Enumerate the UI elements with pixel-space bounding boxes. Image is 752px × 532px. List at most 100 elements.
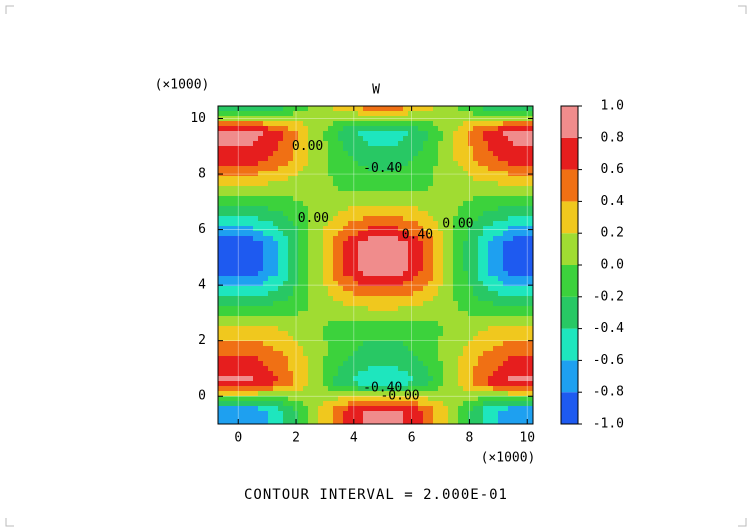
contour-cell bbox=[528, 166, 533, 172]
contour-cell bbox=[368, 141, 374, 147]
contour-cell bbox=[413, 126, 419, 132]
contour-cell bbox=[348, 206, 354, 212]
contour-cell bbox=[348, 241, 354, 247]
contour-cell bbox=[373, 191, 379, 197]
contour-cell bbox=[398, 206, 404, 212]
contour-cell bbox=[268, 341, 274, 347]
contour-cell bbox=[418, 381, 424, 387]
contour-cell bbox=[388, 126, 394, 132]
contour-cell bbox=[323, 231, 329, 237]
contour-cell bbox=[343, 331, 349, 337]
contour-cell bbox=[223, 331, 229, 337]
contour-cell bbox=[373, 236, 379, 242]
contour-cell bbox=[358, 381, 364, 387]
contour-cell bbox=[403, 221, 409, 227]
contour-cell bbox=[243, 196, 249, 202]
contour-cell bbox=[433, 151, 439, 157]
contour-cell bbox=[448, 141, 454, 147]
contour-cell bbox=[278, 151, 284, 157]
contour-cell bbox=[218, 331, 224, 337]
contour-cell bbox=[323, 271, 329, 277]
contour-cell bbox=[323, 216, 329, 222]
contour-cell bbox=[308, 266, 314, 272]
contour-cell bbox=[428, 396, 434, 402]
contour-cell bbox=[448, 366, 454, 372]
contour-cell bbox=[503, 271, 509, 277]
contour-cell bbox=[403, 241, 409, 247]
contour-cell bbox=[268, 211, 274, 217]
contour-cell bbox=[323, 386, 329, 392]
contour-cell bbox=[438, 176, 444, 182]
contour-cell bbox=[338, 421, 344, 424]
contour-cell bbox=[383, 201, 389, 207]
contour-cell bbox=[513, 106, 519, 112]
contour-cell bbox=[438, 211, 444, 217]
contour-cell bbox=[338, 251, 344, 257]
contour-cell bbox=[363, 261, 369, 267]
contour-cell bbox=[233, 396, 239, 402]
contour-cell bbox=[498, 121, 504, 127]
contour-cell bbox=[453, 106, 459, 112]
contour-cell bbox=[258, 336, 264, 342]
contour-cell bbox=[308, 361, 314, 367]
contour-cell bbox=[273, 151, 279, 157]
contour-cell bbox=[443, 141, 449, 147]
contour-cell bbox=[328, 236, 334, 242]
contour-cell bbox=[433, 166, 439, 172]
contour-cell bbox=[328, 331, 334, 337]
contour-cell bbox=[508, 391, 514, 397]
contour-cell bbox=[323, 241, 329, 247]
contour-cell bbox=[488, 281, 494, 287]
contour-cell bbox=[288, 321, 294, 327]
contour-cell bbox=[378, 211, 384, 217]
contour-cell bbox=[338, 311, 344, 317]
contour-cell bbox=[348, 106, 354, 112]
contour-cell bbox=[498, 306, 504, 312]
contour-cell bbox=[453, 266, 459, 272]
contour-cell bbox=[323, 121, 329, 127]
contour-cell bbox=[413, 246, 419, 252]
contour-cell bbox=[508, 216, 514, 222]
contour-cell bbox=[318, 256, 324, 262]
contour-cell bbox=[318, 401, 324, 407]
contour-cell bbox=[353, 266, 359, 272]
contour-cell bbox=[373, 111, 379, 117]
contour-cell bbox=[518, 196, 524, 202]
contour-cell bbox=[303, 191, 309, 197]
contour-cell bbox=[453, 261, 459, 267]
contour-cell bbox=[398, 181, 404, 187]
contour-cell bbox=[238, 291, 244, 297]
contour-cell bbox=[518, 321, 524, 327]
contour-cell bbox=[468, 126, 474, 132]
contour-cell bbox=[428, 196, 434, 202]
contour-cell bbox=[218, 161, 224, 167]
contour-cell bbox=[518, 161, 524, 167]
contour-cell bbox=[298, 166, 304, 172]
contour-cell bbox=[413, 231, 419, 237]
contour-cell bbox=[378, 391, 384, 397]
contour-cell bbox=[363, 226, 369, 232]
contour-cell bbox=[453, 176, 459, 182]
contour-cell bbox=[343, 321, 349, 327]
contour-cell bbox=[438, 246, 444, 252]
contour-cell bbox=[473, 141, 479, 147]
contour-cell bbox=[443, 166, 449, 172]
contour-cell bbox=[498, 126, 504, 132]
contour-cell bbox=[403, 141, 409, 147]
y-tick-label: 8 bbox=[198, 167, 206, 182]
contour-cell bbox=[268, 396, 274, 402]
contour-cell bbox=[473, 226, 479, 232]
contour-cell bbox=[488, 221, 494, 227]
contour-cell bbox=[368, 401, 374, 407]
contour-cell bbox=[418, 346, 424, 352]
contour-cell bbox=[403, 421, 409, 424]
contour-cell bbox=[408, 401, 414, 407]
contour-cell bbox=[393, 351, 399, 357]
contour-cell bbox=[438, 316, 444, 322]
contour-cell bbox=[273, 126, 279, 132]
contour-cell bbox=[438, 376, 444, 382]
contour-cell bbox=[388, 361, 394, 367]
contour-cell bbox=[353, 176, 359, 182]
contour-cell bbox=[258, 206, 264, 212]
contour-cell bbox=[358, 156, 364, 162]
